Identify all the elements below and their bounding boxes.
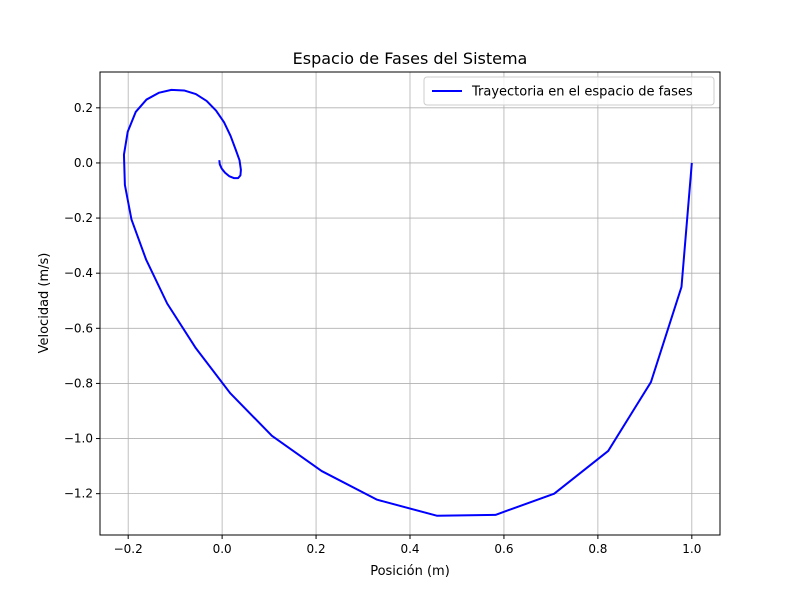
x-tick-label: 0.0	[213, 542, 232, 556]
grid-lines	[100, 72, 720, 535]
plot-series	[122, 88, 693, 517]
y-axis-label: Velocidad (m/s)	[37, 253, 52, 354]
x-tick-label: 1.0	[682, 542, 701, 556]
x-tick-label: 0.8	[588, 542, 607, 556]
legend: Trayectoria en el espacio de fases	[423, 76, 715, 106]
y-tick-label: −0.6	[64, 321, 93, 335]
series-trajectory-line	[122, 88, 693, 517]
x-axis-ticks: −0.2 0.0 0.2 0.4 0.6 0.8 1.0	[114, 535, 701, 556]
y-tick-label: −0.2	[64, 211, 93, 225]
y-tick-label: 0.0	[74, 156, 93, 170]
x-tick-label: 0.2	[307, 542, 326, 556]
legend-box	[423, 76, 715, 106]
y-tick-label: −0.8	[64, 376, 93, 390]
x-tick-label: 0.4	[400, 542, 419, 556]
y-axis-ticks: −1.2 −1.0 −0.8 −0.6 −0.4 −0.2 0.0 0.2	[64, 101, 100, 501]
x-tick-label: −0.2	[114, 542, 143, 556]
y-tick-label: −0.4	[64, 266, 93, 280]
y-tick-label: 0.2	[74, 101, 93, 115]
chart-title: Espacio de Fases del Sistema	[293, 49, 528, 68]
y-tick-label: −1.0	[64, 432, 93, 446]
x-tick-label: 0.6	[494, 542, 513, 556]
x-axis-label: Posición (m)	[370, 564, 450, 579]
y-tick-label: −1.2	[64, 487, 93, 501]
legend-label: Trayectoria en el espacio de fases	[471, 85, 693, 100]
